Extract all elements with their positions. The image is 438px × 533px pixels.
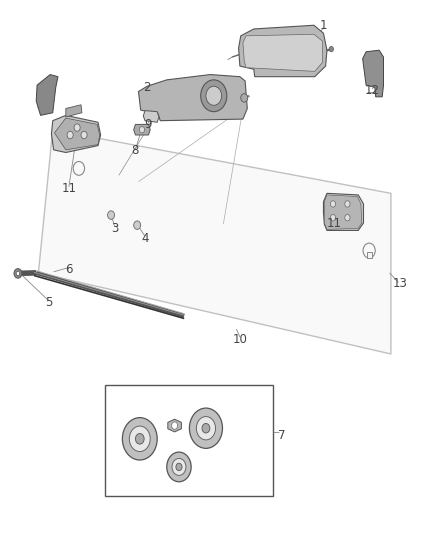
- Bar: [105, 385, 272, 496]
- Circle shape: [67, 131, 73, 139]
- Polygon shape: [36, 75, 58, 115]
- Text: 3: 3: [111, 222, 118, 235]
- Polygon shape: [54, 118, 100, 150]
- Circle shape: [129, 426, 150, 451]
- Circle shape: [330, 201, 336, 207]
- Circle shape: [172, 458, 186, 475]
- Circle shape: [241, 94, 248, 102]
- Circle shape: [330, 215, 336, 221]
- Polygon shape: [66, 105, 82, 117]
- Polygon shape: [367, 252, 372, 258]
- Circle shape: [345, 201, 350, 207]
- Text: 7: 7: [279, 429, 286, 442]
- Polygon shape: [138, 75, 247, 120]
- Text: 4: 4: [141, 232, 149, 245]
- Circle shape: [189, 408, 223, 448]
- Text: 13: 13: [392, 277, 407, 290]
- Text: 9: 9: [145, 118, 152, 131]
- Circle shape: [345, 215, 350, 221]
- Text: 12: 12: [365, 84, 380, 97]
- Circle shape: [122, 418, 157, 460]
- Polygon shape: [239, 25, 327, 77]
- Text: 10: 10: [233, 333, 247, 345]
- Polygon shape: [323, 193, 364, 230]
- Polygon shape: [143, 111, 159, 122]
- Text: 6: 6: [65, 263, 73, 276]
- Circle shape: [108, 211, 115, 219]
- Circle shape: [74, 124, 80, 131]
- Circle shape: [329, 46, 333, 52]
- Text: 1: 1: [320, 19, 327, 32]
- Polygon shape: [243, 34, 322, 71]
- Circle shape: [16, 271, 20, 276]
- Polygon shape: [168, 419, 181, 432]
- Polygon shape: [134, 124, 150, 135]
- Text: 5: 5: [45, 296, 52, 309]
- Circle shape: [196, 417, 215, 440]
- Text: 8: 8: [132, 144, 139, 157]
- Circle shape: [167, 452, 191, 482]
- Polygon shape: [363, 50, 384, 97]
- Text: 11: 11: [327, 216, 342, 230]
- Circle shape: [139, 126, 145, 133]
- Polygon shape: [324, 195, 362, 229]
- Circle shape: [176, 463, 182, 471]
- Circle shape: [206, 86, 222, 106]
- Circle shape: [14, 269, 22, 278]
- Circle shape: [81, 131, 87, 139]
- Circle shape: [202, 423, 210, 433]
- Circle shape: [201, 80, 227, 112]
- Text: 2: 2: [143, 81, 151, 94]
- Circle shape: [135, 433, 144, 444]
- Text: 11: 11: [61, 182, 76, 195]
- Polygon shape: [39, 130, 391, 354]
- Polygon shape: [51, 115, 101, 152]
- Circle shape: [172, 422, 178, 429]
- Circle shape: [134, 221, 141, 229]
